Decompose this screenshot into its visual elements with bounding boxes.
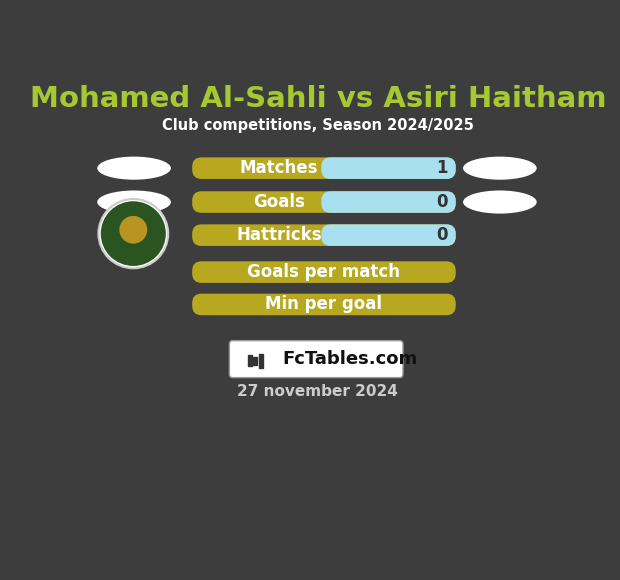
Text: Hattricks: Hattricks: [236, 226, 322, 244]
FancyBboxPatch shape: [192, 191, 456, 213]
Bar: [254, 357, 257, 364]
Bar: [248, 356, 252, 366]
Text: Goals: Goals: [253, 193, 305, 211]
FancyBboxPatch shape: [192, 293, 456, 316]
Text: 0: 0: [436, 226, 448, 244]
Text: Min per goal: Min per goal: [265, 295, 383, 313]
Text: Club competitions, Season 2024/2025: Club competitions, Season 2024/2025: [162, 118, 474, 133]
Ellipse shape: [463, 190, 537, 213]
Circle shape: [99, 199, 168, 269]
Ellipse shape: [97, 190, 171, 213]
Text: 0: 0: [436, 193, 448, 211]
FancyBboxPatch shape: [321, 191, 456, 213]
FancyBboxPatch shape: [321, 224, 456, 246]
Text: FcTables.com: FcTables.com: [283, 350, 418, 368]
Ellipse shape: [463, 157, 537, 180]
FancyBboxPatch shape: [321, 157, 456, 179]
FancyBboxPatch shape: [192, 157, 456, 179]
Text: Mohamed Al-Sahli vs Asiri Haitham: Mohamed Al-Sahli vs Asiri Haitham: [30, 85, 606, 113]
Text: Matches: Matches: [240, 159, 319, 177]
Text: 1: 1: [436, 159, 448, 177]
FancyBboxPatch shape: [229, 340, 403, 378]
FancyBboxPatch shape: [192, 262, 456, 283]
Ellipse shape: [97, 157, 171, 180]
Circle shape: [119, 216, 148, 244]
Text: Goals per match: Goals per match: [247, 263, 401, 281]
FancyBboxPatch shape: [192, 224, 456, 246]
Text: 27 november 2024: 27 november 2024: [237, 384, 398, 399]
Bar: [259, 354, 263, 368]
Circle shape: [100, 201, 166, 266]
